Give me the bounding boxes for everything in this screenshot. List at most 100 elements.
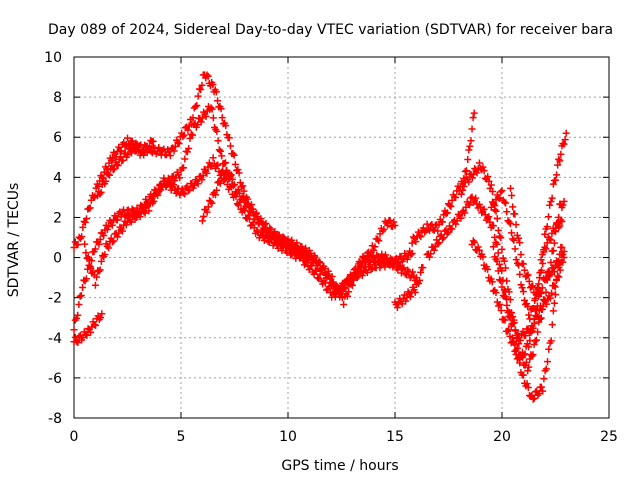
data-point bbox=[509, 203, 517, 211]
data-point bbox=[154, 191, 162, 199]
data-point bbox=[530, 340, 538, 348]
data-point bbox=[498, 283, 506, 291]
data-point bbox=[207, 104, 215, 112]
satellite-track-13 bbox=[507, 129, 570, 303]
data-point bbox=[261, 221, 269, 229]
data-point bbox=[495, 302, 503, 310]
data-point bbox=[510, 337, 518, 345]
y-tick-label: 0 bbox=[53, 251, 62, 267]
y-tick-label: -6 bbox=[48, 371, 62, 387]
data-point bbox=[466, 142, 474, 150]
data-point bbox=[174, 138, 182, 146]
data-point bbox=[489, 243, 497, 251]
data-point bbox=[186, 186, 194, 194]
data-point bbox=[531, 295, 539, 303]
data-point bbox=[194, 180, 202, 188]
data-point bbox=[511, 210, 519, 218]
data-point bbox=[125, 213, 133, 221]
data-point bbox=[487, 181, 495, 189]
data-point bbox=[500, 257, 508, 265]
data-point bbox=[390, 218, 398, 226]
data-point bbox=[334, 284, 342, 292]
data-point bbox=[492, 207, 500, 215]
data-point bbox=[494, 249, 502, 257]
data-point bbox=[109, 155, 117, 163]
data-point bbox=[468, 174, 476, 182]
data-point bbox=[465, 146, 473, 154]
data-point bbox=[204, 203, 212, 211]
data-point bbox=[539, 259, 547, 267]
data-point bbox=[460, 183, 468, 191]
data-point bbox=[551, 283, 559, 291]
data-point bbox=[225, 134, 233, 142]
data-point bbox=[510, 236, 518, 244]
data-point bbox=[548, 194, 556, 202]
data-point bbox=[234, 166, 242, 174]
data-point bbox=[392, 254, 400, 262]
data-point bbox=[501, 316, 509, 324]
data-point bbox=[348, 275, 356, 283]
data-point bbox=[134, 142, 142, 150]
data-point bbox=[557, 150, 565, 158]
data-point bbox=[212, 88, 220, 96]
y-tick-label: -4 bbox=[48, 331, 62, 347]
data-point bbox=[249, 218, 257, 226]
data-point bbox=[262, 220, 270, 228]
data-point bbox=[209, 114, 217, 122]
data-point bbox=[108, 238, 116, 246]
data-point bbox=[203, 71, 211, 79]
data-point bbox=[544, 358, 552, 366]
data-point bbox=[511, 326, 519, 334]
data-point bbox=[239, 182, 247, 190]
data-point bbox=[183, 182, 191, 190]
data-point bbox=[429, 226, 437, 234]
data-point bbox=[366, 261, 374, 269]
data-point bbox=[525, 329, 533, 337]
data-point bbox=[390, 261, 398, 269]
data-point bbox=[213, 186, 221, 194]
data-point bbox=[516, 239, 524, 247]
data-point bbox=[493, 257, 501, 265]
data-point bbox=[203, 169, 211, 177]
data-point bbox=[108, 221, 116, 229]
data-point bbox=[97, 314, 105, 322]
data-point bbox=[92, 321, 100, 329]
data-point bbox=[515, 234, 523, 242]
data-point bbox=[524, 302, 532, 310]
data-point bbox=[448, 225, 456, 233]
data-point bbox=[184, 126, 192, 134]
data-point bbox=[97, 257, 105, 265]
data-point bbox=[234, 185, 242, 193]
data-point bbox=[525, 363, 533, 371]
data-point bbox=[202, 112, 210, 120]
data-point bbox=[193, 102, 201, 110]
data-point bbox=[491, 233, 499, 241]
data-point bbox=[547, 258, 555, 266]
data-point bbox=[287, 251, 295, 259]
data-point bbox=[81, 240, 89, 248]
data-point bbox=[155, 187, 163, 195]
data-point bbox=[180, 164, 188, 172]
data-point bbox=[552, 291, 559, 299]
data-point bbox=[83, 331, 91, 339]
data-point bbox=[223, 169, 231, 177]
data-point bbox=[475, 246, 483, 254]
data-point bbox=[403, 255, 411, 263]
data-point bbox=[529, 282, 537, 290]
data-point bbox=[479, 163, 487, 171]
data-point bbox=[151, 144, 159, 152]
data-point bbox=[537, 290, 545, 298]
data-point bbox=[236, 198, 244, 206]
data-point bbox=[415, 280, 423, 288]
data-point bbox=[180, 131, 188, 139]
data-point bbox=[204, 72, 212, 80]
data-point bbox=[373, 251, 381, 259]
data-point bbox=[452, 220, 460, 228]
data-point bbox=[253, 227, 261, 235]
data-point bbox=[560, 197, 568, 205]
data-point bbox=[513, 344, 521, 352]
data-point bbox=[311, 253, 319, 261]
data-point bbox=[519, 288, 527, 296]
data-point bbox=[506, 332, 514, 340]
data-point bbox=[543, 300, 551, 308]
